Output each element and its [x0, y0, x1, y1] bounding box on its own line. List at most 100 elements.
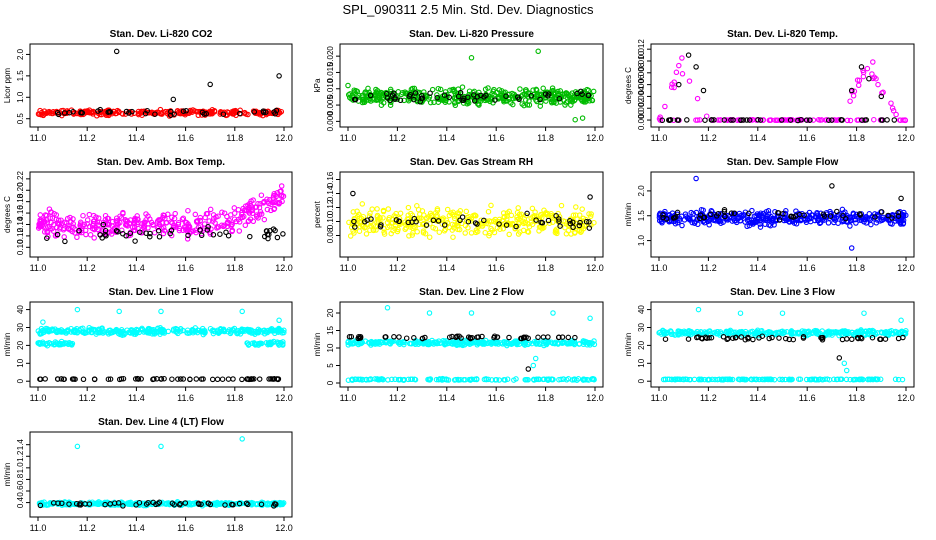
- data-point: [537, 103, 544, 109]
- x-tick-label: 11.2: [389, 263, 406, 273]
- data-point: [660, 214, 666, 221]
- plot-frame: [650, 171, 915, 258]
- data-point: [392, 225, 398, 232]
- data-point: [173, 224, 179, 230]
- data-point: [545, 217, 552, 224]
- y-axis-label: ml/min: [3, 333, 12, 357]
- data-point: [128, 499, 134, 506]
- data-point: [765, 208, 772, 214]
- data-point: [591, 376, 597, 383]
- data-point: [804, 329, 811, 335]
- data-point: [134, 216, 141, 223]
- data-point: [716, 218, 723, 224]
- data-point: [73, 325, 80, 332]
- data-point: [384, 305, 391, 311]
- data-point: [120, 503, 126, 509]
- panel-title: Stan. Dev. Amb. Box Temp.: [97, 157, 225, 168]
- data-point: [444, 340, 450, 347]
- data-point: [215, 213, 221, 219]
- data-point: [158, 376, 164, 382]
- data-point: [248, 327, 255, 333]
- data-point: [347, 91, 353, 97]
- data-point: [382, 334, 388, 340]
- data-point: [662, 103, 668, 110]
- data-point: [420, 228, 427, 234]
- data-point: [815, 116, 822, 123]
- data-point: [47, 499, 54, 506]
- data-point: [702, 334, 709, 341]
- data-point: [95, 500, 101, 507]
- chart-panel: Stan. Dev. Sample Flow ml/min 11.0 11.2 11.4…: [624, 157, 915, 273]
- data-point: [105, 215, 112, 222]
- data-point: [251, 109, 258, 115]
- data-point: [369, 206, 375, 212]
- data-point: [870, 59, 876, 65]
- data-point: [264, 110, 270, 117]
- plot-frame: [29, 301, 293, 388]
- data-point: [531, 94, 538, 100]
- data-point: [408, 86, 415, 93]
- data-point: [40, 319, 46, 325]
- x-tick-label: 11.6: [177, 523, 194, 533]
- data-point: [553, 213, 559, 219]
- x-tick-label: 11.6: [799, 133, 816, 143]
- data-point: [796, 376, 802, 382]
- data-point: [892, 328, 899, 335]
- data-point: [557, 221, 563, 227]
- data-point: [95, 108, 101, 114]
- data-point: [679, 55, 685, 61]
- data-point: [184, 228, 191, 235]
- data-point: [517, 213, 524, 220]
- plot-points: [656, 306, 909, 383]
- data-point: [217, 231, 223, 237]
- data-point: [464, 340, 471, 346]
- data-point: [177, 500, 184, 507]
- data-point: [704, 377, 711, 383]
- data-point: [478, 217, 484, 223]
- y-tick-label: 0.000: [637, 109, 646, 130]
- x-tick-label: 11.8: [848, 133, 865, 143]
- data-point: [428, 213, 435, 219]
- x-tick-label: 11.4: [128, 133, 145, 143]
- data-point: [456, 333, 462, 339]
- data-point: [827, 330, 833, 336]
- chart-panel: Stan. Dev. Line 1 Flow ml/min 11.0 11.2 11.4…: [3, 287, 293, 403]
- data-point: [491, 229, 498, 236]
- data-point: [819, 335, 825, 341]
- data-point: [392, 376, 398, 383]
- data-point: [659, 220, 665, 226]
- x-tick-label: 11.6: [177, 393, 194, 403]
- data-point: [574, 90, 580, 97]
- data-point: [149, 110, 155, 116]
- data-point: [769, 334, 775, 341]
- data-point: [764, 217, 770, 224]
- data-point: [366, 213, 373, 219]
- data-point: [442, 89, 449, 95]
- data-point: [206, 218, 212, 224]
- data-point: [766, 117, 773, 124]
- y-axis-label: ml/min: [624, 333, 633, 357]
- data-point: [169, 376, 175, 382]
- data-point: [674, 376, 680, 382]
- data-point: [882, 336, 889, 342]
- y-tick-label: 0: [326, 380, 335, 385]
- data-point: [261, 216, 268, 223]
- data-point: [853, 211, 860, 218]
- data-point: [694, 95, 701, 102]
- data-point: [524, 102, 531, 108]
- data-point: [183, 108, 189, 114]
- data-point: [65, 328, 71, 335]
- data-point: [363, 231, 370, 237]
- plot-points: [345, 305, 598, 383]
- data-point: [381, 229, 387, 235]
- data-point: [872, 376, 879, 382]
- data-point: [131, 331, 137, 337]
- x-tick-label: 11.4: [749, 133, 766, 143]
- data-point: [572, 376, 578, 383]
- data-point: [744, 117, 750, 123]
- data-point: [37, 330, 43, 336]
- y-tick-label: 0.008: [637, 62, 646, 83]
- data-point: [783, 208, 789, 214]
- data-point: [482, 337, 489, 344]
- data-point: [858, 334, 864, 341]
